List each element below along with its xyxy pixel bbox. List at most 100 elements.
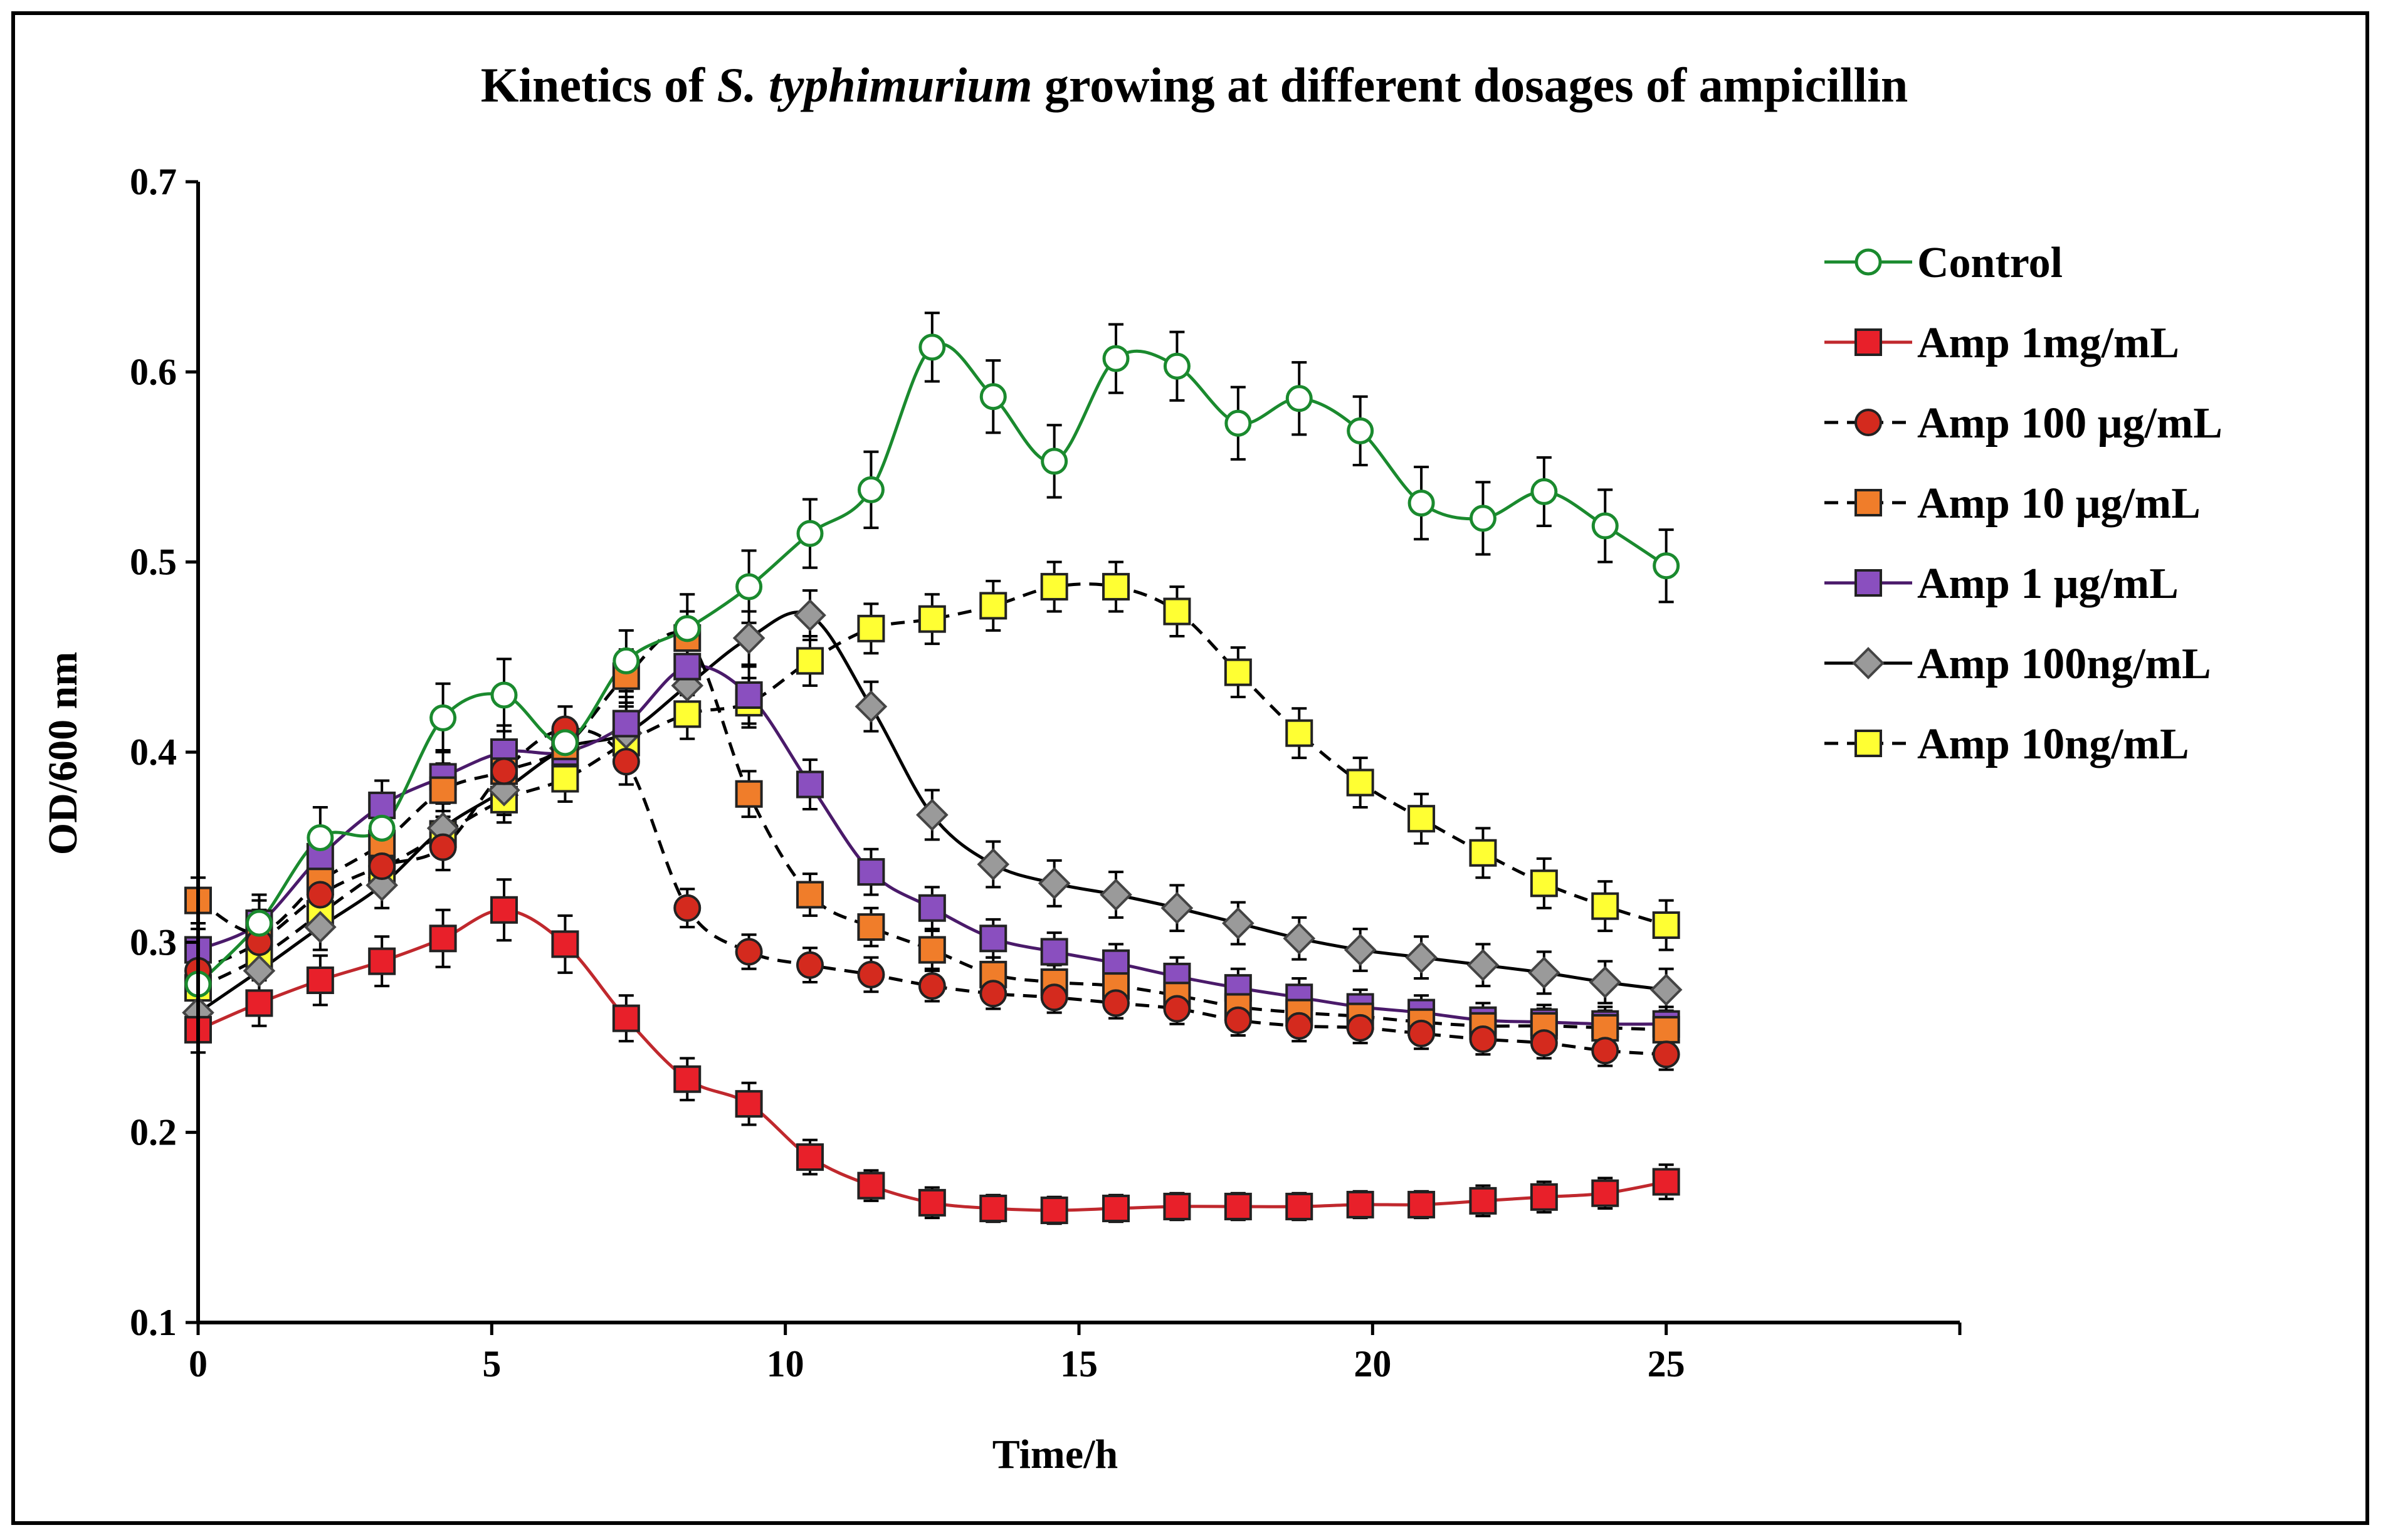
data-point	[735, 1090, 763, 1118]
data-point	[1652, 1040, 1680, 1069]
data-point	[1649, 973, 1683, 1006]
data-point	[1224, 1192, 1252, 1220]
data-point	[1344, 933, 1377, 966]
data-point	[794, 599, 826, 632]
y-axis-title: OD/600 nm	[40, 652, 86, 856]
legend-marker	[1854, 328, 1882, 356]
data-point	[1653, 552, 1680, 580]
series-line	[197, 342, 1668, 985]
legend-marker	[1854, 489, 1882, 516]
data-point	[1285, 385, 1313, 412]
data-point	[1530, 1029, 1558, 1057]
data-point	[1102, 989, 1130, 1017]
data-point	[857, 858, 885, 886]
y-tick-label: 0.2	[130, 1112, 177, 1153]
data-point	[796, 647, 824, 675]
data-point	[918, 605, 946, 633]
data-point	[490, 896, 518, 924]
data-point	[1160, 891, 1194, 925]
data-point	[1466, 948, 1500, 982]
data-point	[1530, 1183, 1558, 1211]
data-point	[368, 814, 396, 842]
data-point	[857, 960, 885, 988]
data-point	[673, 700, 702, 728]
x-tick-label: 0	[189, 1343, 208, 1385]
data-point	[1591, 1037, 1619, 1065]
data-point	[1530, 478, 1558, 505]
data-point	[918, 333, 946, 361]
data-point	[490, 681, 518, 709]
data-point	[1038, 867, 1071, 900]
data-point	[1285, 1192, 1313, 1220]
data-point	[857, 1171, 885, 1200]
y-tick-label: 0.4	[130, 731, 177, 773]
data-point	[1040, 938, 1068, 966]
legend-label: Amp 1mg/mL	[1917, 319, 2179, 367]
data-point	[916, 799, 949, 831]
data-point	[306, 966, 334, 994]
data-point	[1346, 768, 1374, 797]
data-point	[1346, 1014, 1374, 1042]
data-point	[857, 476, 885, 503]
data-point	[918, 894, 946, 922]
data-point	[429, 776, 457, 804]
data-point	[1407, 1019, 1436, 1047]
data-point	[1222, 907, 1255, 940]
chart-title: Kinetics of S. typhimurium growing at di…	[481, 58, 1908, 112]
data-point	[796, 951, 824, 979]
data-point	[1040, 573, 1068, 601]
data-point	[429, 704, 457, 731]
data-point	[1591, 1179, 1619, 1207]
data-point	[796, 770, 824, 799]
data-point	[918, 972, 946, 1000]
data-point	[1102, 573, 1130, 601]
data-point	[1652, 1015, 1680, 1044]
data-point	[1285, 719, 1313, 747]
data-point	[1224, 409, 1252, 437]
data-point	[1285, 1012, 1313, 1040]
data-point	[490, 757, 518, 785]
data-point	[1102, 345, 1130, 372]
data-point	[673, 1065, 702, 1093]
data-point	[855, 690, 888, 723]
data-point	[1530, 869, 1558, 898]
data-point	[429, 925, 457, 953]
data-point	[551, 765, 579, 793]
data-point	[1405, 941, 1438, 974]
data-point	[673, 894, 702, 922]
x-tick-label: 10	[767, 1343, 804, 1385]
data-point	[551, 729, 579, 757]
legend-marker	[1852, 647, 1885, 679]
data-point	[796, 520, 824, 547]
y-tick-label: 0.7	[130, 161, 177, 202]
legend-label: Amp 100ng/mL	[1917, 640, 2211, 688]
data-point	[1102, 949, 1130, 977]
data-point	[1407, 805, 1436, 833]
data-point	[306, 881, 334, 909]
error-bars	[191, 312, 1674, 1225]
data-point	[979, 980, 1007, 1008]
data-point	[366, 869, 399, 902]
data-point	[979, 925, 1007, 953]
data-point	[1040, 1197, 1068, 1225]
data-point	[796, 881, 824, 909]
chart-title-species: S. typhimurium	[717, 58, 1033, 112]
legend-marker	[1854, 409, 1882, 436]
data-point	[1589, 966, 1622, 998]
data-point	[732, 622, 765, 654]
data-point	[429, 833, 457, 861]
data-point	[368, 947, 396, 975]
data-point	[1652, 911, 1680, 940]
data-point	[612, 1004, 640, 1032]
data-point	[1346, 1190, 1374, 1218]
data-point	[551, 930, 579, 958]
data-point	[1407, 490, 1435, 517]
data-point	[918, 1188, 946, 1217]
x-tick-label: 5	[482, 1343, 501, 1385]
data-point	[1163, 995, 1191, 1023]
data-point	[613, 647, 640, 674]
data-point	[1224, 1006, 1252, 1034]
data-point	[245, 909, 273, 937]
data-point	[1100, 878, 1132, 911]
